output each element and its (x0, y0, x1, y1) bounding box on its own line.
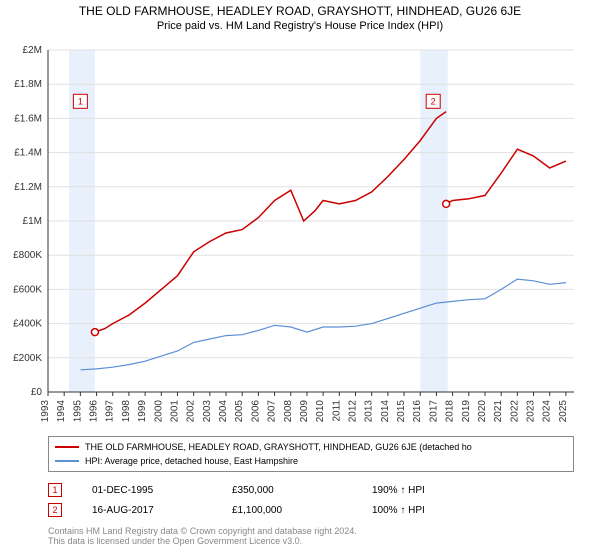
x-tick-label: 2021 (493, 400, 504, 423)
legend-item: THE OLD FARMHOUSE, HEADLEY ROAD, GRAYSHO… (55, 440, 567, 454)
x-tick-label: 2005 (234, 400, 245, 423)
legend-swatch (55, 446, 79, 448)
x-tick-label: 2009 (299, 400, 310, 423)
x-tick-label: 2006 (250, 400, 261, 423)
marker-delta: 190% ↑ HPI (372, 485, 425, 496)
marker-price: £1,100,000 (232, 505, 342, 516)
marker-badge: 2 (48, 503, 62, 517)
x-tick-label: 1993 (40, 400, 51, 423)
x-tick-label: 2011 (331, 400, 342, 422)
footnote-line: Contains HM Land Registry data © Crown c… (48, 526, 574, 536)
y-tick-label: £1M (23, 216, 42, 227)
chart-marker-badge: 2 (431, 96, 436, 106)
x-tick-label: 2004 (218, 400, 229, 423)
x-tick-label: 1997 (105, 400, 116, 423)
legend: THE OLD FARMHOUSE, HEADLEY ROAD, GRAYSHO… (48, 436, 574, 472)
page-subtitle: Price paid vs. HM Land Registry's House … (0, 18, 600, 32)
y-tick-label: £1.8M (14, 79, 42, 90)
y-tick-label: £400K (13, 319, 42, 330)
y-tick-label: £1.2M (14, 182, 42, 193)
x-tick-label: 2013 (364, 400, 375, 423)
y-tick-label: £1.6M (14, 113, 42, 124)
x-tick-label: 2002 (186, 400, 197, 423)
legend-label: THE OLD FARMHOUSE, HEADLEY ROAD, GRAYSHO… (85, 442, 472, 452)
x-tick-label: 1998 (121, 400, 132, 423)
marker-price: £350,000 (232, 485, 342, 496)
y-tick-label: £2M (23, 45, 42, 56)
x-tick-label: 1999 (137, 400, 148, 423)
footnote: Contains HM Land Registry data © Crown c… (48, 526, 574, 546)
x-tick-label: 2020 (477, 400, 488, 423)
y-tick-label: £0 (31, 387, 43, 398)
x-tick-label: 1996 (89, 400, 100, 423)
x-tick-label: 2010 (315, 400, 326, 423)
x-tick-label: 2000 (153, 400, 164, 423)
marker-badge: 1 (48, 483, 62, 497)
series-property (95, 112, 446, 333)
y-tick-label: £600K (13, 284, 42, 295)
x-tick-label: 2003 (202, 400, 213, 423)
series-hpi (80, 279, 566, 370)
x-tick-label: 2024 (542, 400, 553, 423)
chart-marker-badge: 1 (78, 96, 83, 106)
x-tick-label: 2008 (283, 400, 294, 423)
x-tick-label: 2023 (526, 400, 537, 423)
x-tick-label: 2025 (558, 400, 569, 423)
x-tick-label: 2016 (412, 400, 423, 423)
legend-label: HPI: Average price, detached house, East… (85, 456, 298, 466)
x-tick-label: 1994 (56, 400, 67, 423)
x-tick-label: 2007 (267, 400, 278, 423)
marker-delta: 100% ↑ HPI (372, 505, 425, 516)
price-chart: £0 £200K £400K £600K £800K £1M £1.2M £1.4M £1.6M… (0, 32, 600, 432)
y-tick-label: £1.4M (14, 148, 42, 159)
page-title: THE OLD FARMHOUSE, HEADLEY ROAD, GRAYSHO… (0, 0, 600, 18)
x-tick-label: 1995 (72, 400, 83, 423)
x-tick-label: 2001 (169, 400, 180, 423)
marker-date: 16-AUG-2017 (92, 505, 202, 516)
marker-date: 01-DEC-1995 (92, 485, 202, 496)
x-tick-label: 2014 (380, 400, 391, 423)
x-tick-label: 2022 (509, 400, 520, 423)
x-tick-label: 2019 (461, 400, 472, 423)
x-tick-label: 2018 (445, 400, 456, 423)
marker-row: 1 01-DEC-1995 £350,000 190% ↑ HPI (48, 480, 574, 500)
marker-row: 2 16-AUG-2017 £1,100,000 100% ↑ HPI (48, 500, 574, 520)
x-tick-label: 2015 (396, 400, 407, 423)
marker-table: 1 01-DEC-1995 £350,000 190% ↑ HPI 2 16-AUG-20… (48, 480, 574, 520)
footnote-line: This data is licensed under the Open Gov… (48, 536, 574, 546)
series-property_after (446, 149, 566, 204)
y-tick-label: £800K (13, 250, 42, 261)
legend-item: HPI: Average price, detached house, East… (55, 454, 567, 468)
x-tick-label: 2017 (428, 400, 439, 423)
legend-swatch (55, 460, 79, 462)
y-tick-label: £200K (13, 353, 42, 364)
x-tick-label: 2012 (348, 400, 359, 423)
